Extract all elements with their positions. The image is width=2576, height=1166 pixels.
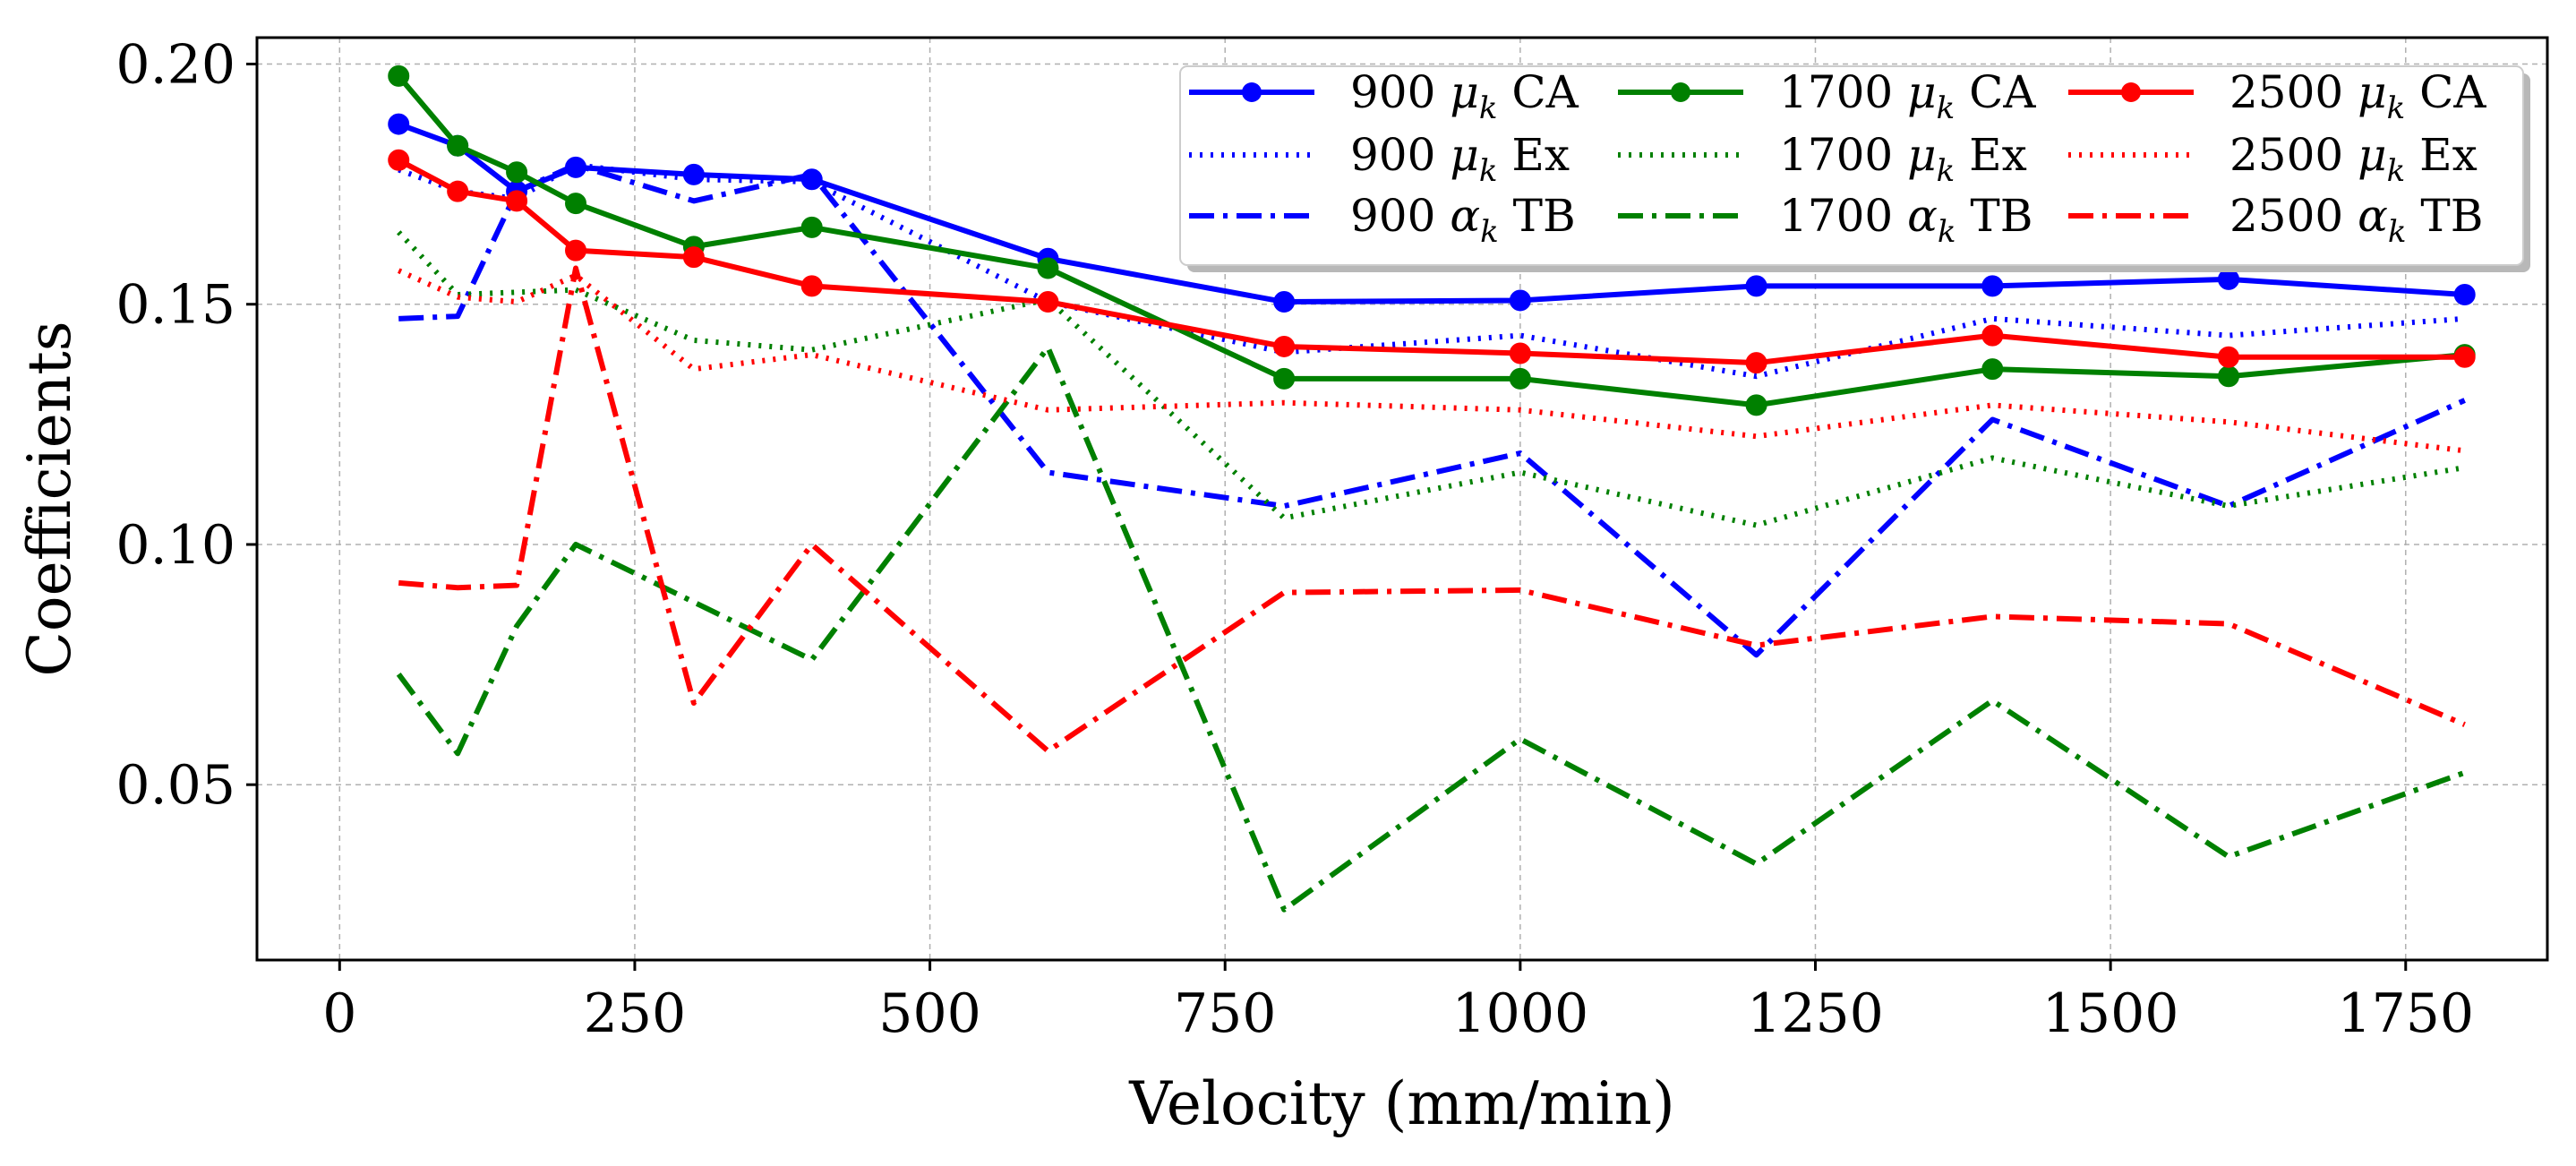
data-point xyxy=(1273,335,1296,357)
data-point xyxy=(1745,275,1767,297)
series-line xyxy=(396,345,2466,913)
legend-label: 900 μk Ex xyxy=(1350,129,1570,189)
x-tick-label: 1000 xyxy=(1452,982,1589,1045)
series-line xyxy=(398,268,2466,454)
data-point xyxy=(2217,268,2239,290)
legend-label: 2500 αk TB xyxy=(2229,190,2484,250)
legend-label: 900 αk TB xyxy=(1350,190,1576,250)
data-point xyxy=(2217,346,2239,368)
data-point xyxy=(2453,284,2476,306)
x-tick-label: 1750 xyxy=(2337,982,2474,1045)
legend-label: 2500 μk Ex xyxy=(2229,129,2478,189)
legend-label: 1700 μk CA xyxy=(1779,66,2036,126)
legend-label: 900 μk CA xyxy=(1350,66,1579,126)
legend-label: 1700 αk TB xyxy=(1779,190,2033,250)
data-point xyxy=(1745,352,1767,374)
plot-frame xyxy=(255,36,2549,962)
data-point xyxy=(682,246,705,269)
series-line xyxy=(397,230,2466,528)
ticks: 0 250 500 750 1000 1250 1500 1750 0.05 0.10 0.15 0.… xyxy=(116,34,2474,1045)
series-4 xyxy=(397,230,2466,528)
data-point xyxy=(682,163,705,185)
legend-marker xyxy=(2121,82,2141,102)
x-tick-label: 250 xyxy=(584,982,687,1045)
data-point xyxy=(2217,365,2239,388)
data-point xyxy=(2453,346,2476,368)
series-5 xyxy=(396,345,2466,913)
y-tick-label: 0.10 xyxy=(116,514,235,577)
x-tick-label: 750 xyxy=(1174,982,1277,1045)
data-point xyxy=(800,216,823,238)
data-point xyxy=(447,180,469,202)
data-point xyxy=(506,161,528,184)
data-point xyxy=(1509,367,1531,390)
data-point xyxy=(388,64,410,87)
x-axis-label: Velocity (mm/min) xyxy=(1128,1069,1674,1138)
data-point xyxy=(1037,291,1059,313)
y-axis-label: Coefficients xyxy=(15,321,84,676)
x-tick-label: 0 xyxy=(322,982,356,1045)
legend-label: 2500 μk CA xyxy=(2229,66,2486,126)
series-8 xyxy=(398,265,2466,754)
data-point xyxy=(1509,289,1531,312)
data-point xyxy=(1273,291,1296,313)
y-tick-label: 0.15 xyxy=(116,274,235,337)
data-point xyxy=(447,134,469,157)
data-point xyxy=(506,190,528,212)
data-point xyxy=(1273,367,1296,390)
series-line xyxy=(398,265,2466,754)
data-point xyxy=(1037,257,1059,279)
legend-label: 1700 μk Ex xyxy=(1779,129,2027,189)
data-point xyxy=(565,239,587,261)
data-point xyxy=(1981,324,2004,347)
data-point xyxy=(1509,342,1531,364)
legend-marker xyxy=(1242,82,1262,102)
series-layer xyxy=(388,64,2476,913)
x-tick-label: 500 xyxy=(878,982,981,1045)
x-tick-label: 1250 xyxy=(1747,982,1884,1045)
y-tick-label: 0.20 xyxy=(116,34,235,97)
y-tick-label: 0.05 xyxy=(116,754,235,817)
series-7 xyxy=(398,268,2466,454)
legend-marker xyxy=(1671,82,1690,102)
x-tick-label: 1500 xyxy=(2042,982,2179,1045)
data-point xyxy=(1981,275,2004,297)
grid xyxy=(257,38,2547,960)
data-point xyxy=(1745,394,1767,416)
series-6 xyxy=(388,149,2476,374)
data-point xyxy=(388,113,410,135)
data-point xyxy=(388,149,410,171)
data-point xyxy=(800,275,823,297)
data-point xyxy=(565,193,587,215)
data-point xyxy=(1981,358,2004,381)
